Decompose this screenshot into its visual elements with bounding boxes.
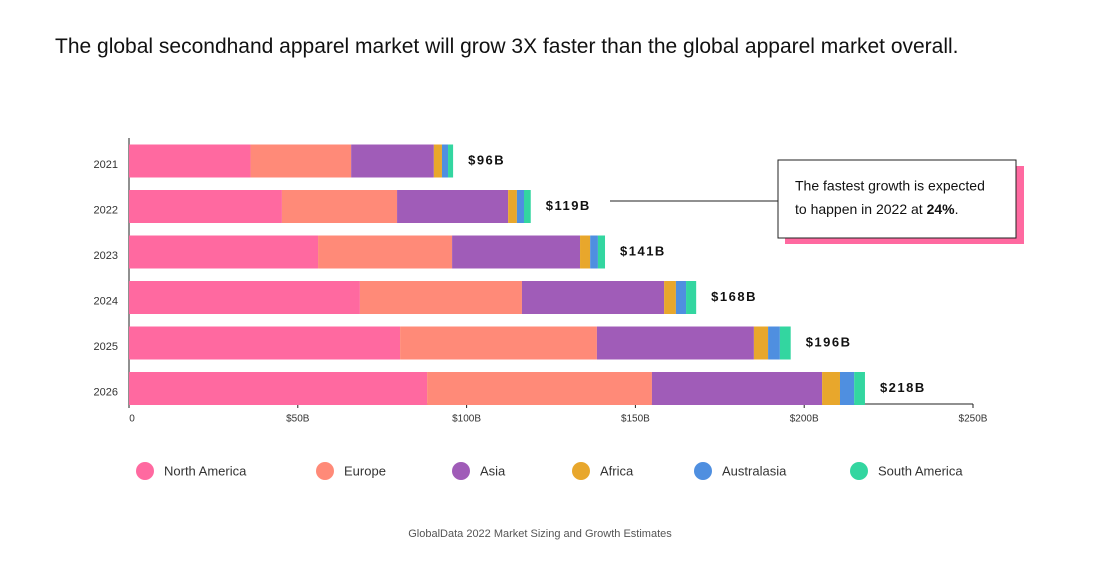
y-tick-label: 2026	[94, 386, 118, 398]
bar-segment	[651, 372, 823, 405]
source: GlobalData 2022 Market Sizing and Growth…	[408, 528, 672, 540]
bar-segment	[516, 190, 524, 223]
bar-segment	[779, 326, 791, 360]
bar-segment	[129, 235, 319, 269]
bar-segment	[596, 326, 754, 360]
bar-segment	[433, 144, 442, 178]
bar-segment	[441, 144, 449, 178]
y-tick-label: 2021	[94, 159, 118, 171]
x-tick-label: $150B	[621, 414, 650, 425]
x-tick-label: $250B	[959, 414, 988, 425]
annotation-highlight: 24%	[927, 201, 956, 217]
bar-segment	[590, 235, 598, 269]
bar-segment	[839, 372, 855, 405]
annotation-text: to happen in 2022 at	[795, 201, 927, 217]
bar-segment	[250, 144, 352, 178]
legend-label: Asia	[480, 463, 506, 478]
bar-segment	[452, 235, 581, 269]
x-tick-label: 0	[129, 414, 135, 425]
total-label: $196B	[806, 334, 852, 349]
bar-segment	[318, 235, 453, 269]
total-label: $119B	[546, 198, 591, 213]
total-label: $96B	[468, 152, 505, 167]
bar-segment	[822, 372, 840, 405]
legend-swatch	[452, 462, 470, 480]
total-label: $141B	[620, 243, 666, 258]
bar-segment	[129, 190, 282, 223]
total-label: $168B	[711, 289, 757, 304]
x-tick-label: $200B	[790, 414, 819, 425]
legend-label: North America	[164, 463, 247, 478]
bar-segment	[400, 326, 597, 360]
legend-swatch	[316, 462, 334, 480]
bar-segment	[129, 144, 251, 178]
bar-segment	[664, 281, 676, 314]
y-tick-label: 2025	[94, 341, 118, 353]
x-tick-label: $100B	[452, 414, 481, 425]
bar-segment	[854, 372, 865, 405]
bar-segment	[281, 190, 398, 223]
annotation-line: The fastest growth is expected	[795, 178, 985, 194]
legend-label: South America	[878, 463, 963, 478]
legend-label: Australasia	[722, 463, 787, 478]
annotation-line: to happen in 2022 at 24%.	[795, 201, 958, 217]
annotation-box	[777, 159, 1017, 239]
bar-segment	[686, 281, 697, 314]
legend-swatch	[136, 462, 154, 480]
bar-segment	[129, 281, 360, 314]
y-tick-label: 2024	[94, 295, 118, 307]
bar-segment	[397, 190, 509, 223]
bar-segment	[523, 190, 531, 223]
x-tick-label: $50B	[286, 414, 310, 425]
y-tick-label: 2023	[94, 250, 118, 262]
y-tick-label: 2022	[94, 204, 118, 216]
bar-segment	[597, 235, 606, 269]
bar-segment	[675, 281, 687, 314]
bar-segment	[129, 372, 428, 405]
bar-segment	[753, 326, 769, 360]
bar-segment	[427, 372, 652, 405]
bar-segment	[521, 281, 665, 314]
legend-swatch	[694, 462, 712, 480]
legend-swatch	[572, 462, 590, 480]
legend-label: Africa	[600, 463, 634, 478]
bar-segment	[580, 235, 591, 269]
bar-segment	[351, 144, 434, 178]
chart-title: The global secondhand apparel market wil…	[55, 35, 959, 58]
bar-segment	[129, 326, 401, 360]
bar-segment	[768, 326, 780, 360]
bar-segment	[359, 281, 522, 314]
legend-label: Europe	[344, 463, 386, 478]
annotation-text: .	[955, 201, 959, 217]
legend-swatch	[850, 462, 868, 480]
total-label: $218B	[880, 380, 926, 395]
bar-segment	[448, 144, 454, 178]
bar-segment	[508, 190, 517, 223]
